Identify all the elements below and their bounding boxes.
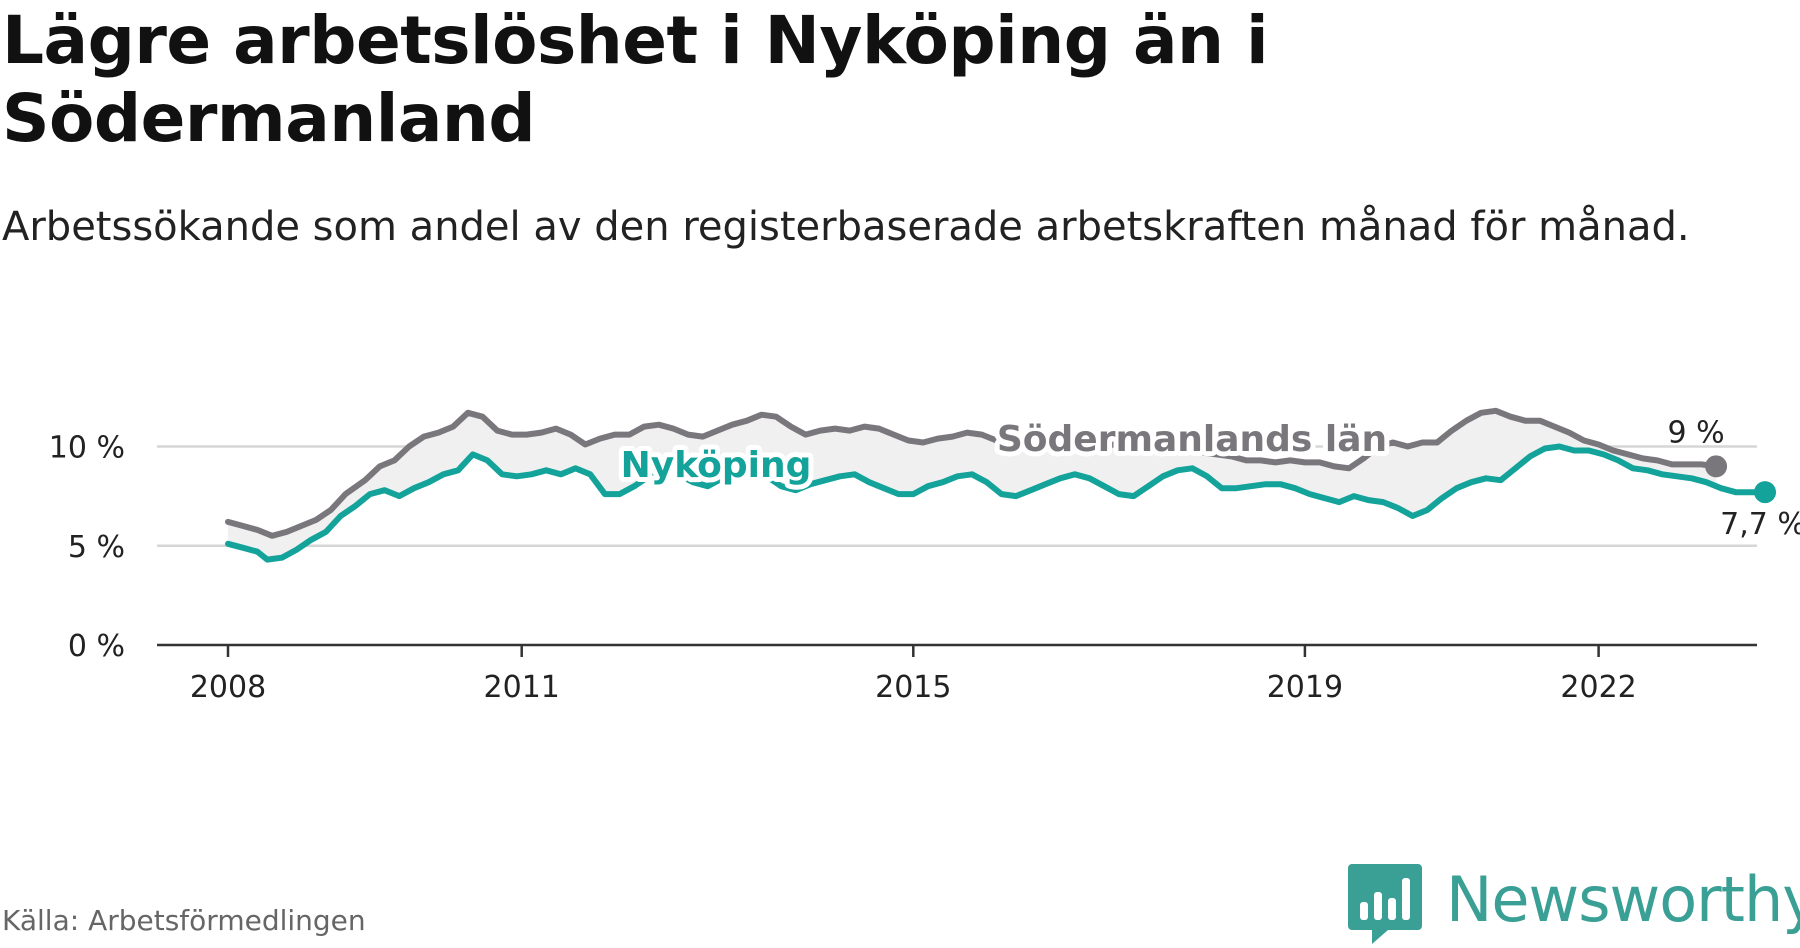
- sodermanland-series-label: Södermanlands län: [997, 419, 1387, 460]
- x-axis: 2008 2011 2015 2019 2022: [157, 643, 1757, 705]
- y-tick-label: 0 %: [68, 629, 125, 664]
- nykoping-end-label: 7,7 %: [1720, 507, 1800, 542]
- brand-name: Newsworthy: [1446, 863, 1800, 936]
- y-tick-label: 5 %: [68, 530, 125, 565]
- x-tick-label: 2019: [1267, 670, 1343, 705]
- source-note: Källa: Arbetsförmedlingen: [2, 904, 366, 937]
- newsworthy-logo: Newsworthy: [1348, 858, 1800, 948]
- x-tick-label: 2011: [484, 670, 560, 705]
- chart-subtitle: Arbetssökande som andel av den registerb…: [2, 204, 1690, 250]
- sodermanland-line: [225, 407, 1720, 539]
- sodermanland-series-label-halo: Södermanlands län: [997, 419, 1387, 460]
- difference-area: [228, 410, 1717, 560]
- difference-band: [228, 410, 1717, 560]
- y-axis-ticks: 0 % 5 % 10 %: [49, 431, 125, 665]
- nykoping-line: [225, 443, 1768, 563]
- y-tick-label: 10 %: [49, 431, 125, 466]
- sodermanland-end-label: 9 %: [1668, 415, 1725, 450]
- x-tick-label: 2008: [190, 670, 266, 705]
- x-tick-label: 2022: [1560, 670, 1636, 705]
- chart-title: Lägre arbetslöshet i Nyköping än i Söder…: [2, 2, 1269, 157]
- x-tick-label: 2015: [875, 670, 951, 705]
- nykoping-series-label: Nyköping: [621, 445, 812, 486]
- sodermanland-end-point: [1705, 455, 1728, 478]
- series-lines: [225, 407, 1777, 563]
- nykoping-end-point: [1754, 481, 1777, 504]
- nykoping-series-label-halo: Nyköping: [621, 445, 812, 486]
- chart-bubble-icon: [1348, 864, 1422, 944]
